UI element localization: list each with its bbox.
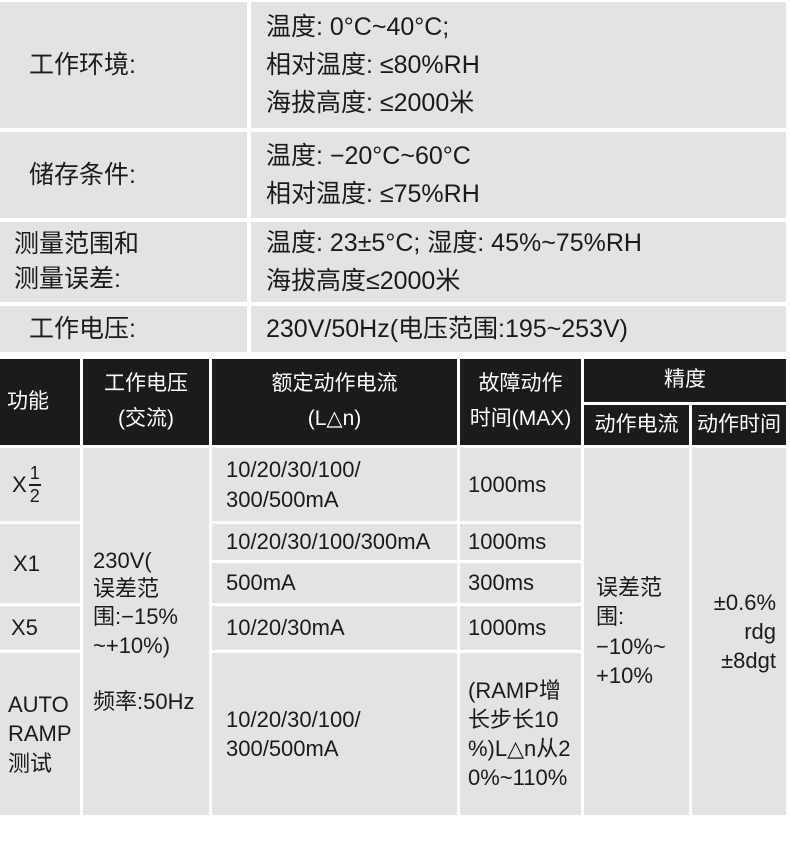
rated-current-x5: 10/20/30mA <box>212 606 457 650</box>
spec-value-measurement-range: 温度: 23±5°C; 湿度: 45%~75%RH 海拔高度≤2000米 <box>251 222 786 302</box>
header-accuracy: 精度 <box>584 359 786 402</box>
fault-time-x1-a: 1000ms <box>460 524 581 560</box>
header-accuracy-current: 动作电流 <box>584 405 689 445</box>
header-function: 功能 <box>0 359 80 445</box>
rcd-test-table: 功能 工作电压 (交流) 额定动作电流 (L△n) 故障动作 时间(MAX) 精… <box>0 359 786 815</box>
header-rated-current: 额定动作电流 (L△n) <box>212 359 457 445</box>
rated-current-x-half: 10/20/30/100/ 300/500mA <box>212 448 457 521</box>
accuracy-time-value: ±0.6% rdg ±8dgt <box>692 448 786 815</box>
fault-time-auto-ramp: (RAMP增 长步长10 %)L△n从2 0%~110% <box>460 653 581 815</box>
function-auto-ramp: AUTO RAMP 测试 <box>0 653 80 815</box>
rated-current-x1-a: 10/20/30/100/300mA <box>212 524 457 560</box>
spec-value-storage-conditions: 温度: −20°C~60°C 相对温度: ≤75%RH <box>251 132 786 218</box>
spec-label-measurement-range: 测量范围和 测量误差: <box>0 222 247 302</box>
header-accuracy-time: 动作时间 <box>692 405 786 445</box>
working-voltage-value: 230V( 误差范 围:−15% ~+10%) 频率:50Hz <box>83 448 209 815</box>
spec-label-storage-conditions: 储存条件: <box>0 132 247 218</box>
rated-current-auto-ramp: 10/20/30/100/ 300/500mA <box>212 653 457 815</box>
accuracy-current-value: 误差范围: −10%~ +10% <box>584 448 689 815</box>
function-x1: X1 <box>0 524 80 603</box>
header-working-voltage: 工作电压 (交流) <box>83 359 209 445</box>
fault-time-x5: 1000ms <box>460 606 581 650</box>
header-fault-time: 故障动作 时间(MAX) <box>460 359 581 445</box>
spec-label-working-environment: 工作环境: <box>0 2 247 128</box>
function-x5: X5 <box>0 606 80 650</box>
rated-current-x1-b: 500mA <box>212 563 457 603</box>
spec-value-working-environment: 温度: 0°C~40°C; 相对温度: ≤80%RH 海拔高度: ≤2000米 <box>251 2 786 128</box>
fault-time-x1-b: 300ms <box>460 563 581 603</box>
fault-time-x-half: 1000ms <box>460 448 581 521</box>
environment-spec-table: 工作环境: 温度: 0°C~40°C; 相对温度: ≤80%RH 海拔高度: ≤… <box>0 2 786 352</box>
spec-label-working-voltage: 工作电压: <box>0 306 247 352</box>
spec-value-working-voltage: 230V/50Hz(电压范围:195~253V) <box>251 306 786 352</box>
